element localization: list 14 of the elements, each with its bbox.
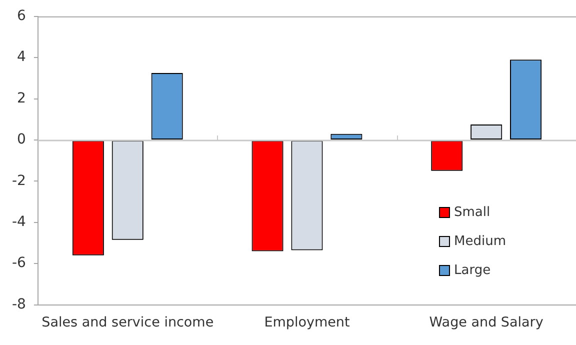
y-tick-label: 6 xyxy=(17,8,26,24)
y-tick-label: -4 xyxy=(12,214,26,230)
y-tick-label: 0 xyxy=(17,132,26,148)
legend-label: Small xyxy=(454,205,490,220)
y-tick-label: -2 xyxy=(12,172,26,189)
legend-label: Medium xyxy=(454,234,506,249)
y-tick-label: -8 xyxy=(12,296,26,312)
legend-label: Large xyxy=(454,263,491,278)
x-tick-label: Employment xyxy=(264,314,350,330)
y-tick-label: 2 xyxy=(17,90,26,106)
y-tick-label: 4 xyxy=(17,49,26,66)
x-tick-label: Wage and Salary xyxy=(429,314,544,330)
x-tick-label: Sales and service income xyxy=(42,314,214,330)
y-tick-label: -6 xyxy=(12,255,26,272)
